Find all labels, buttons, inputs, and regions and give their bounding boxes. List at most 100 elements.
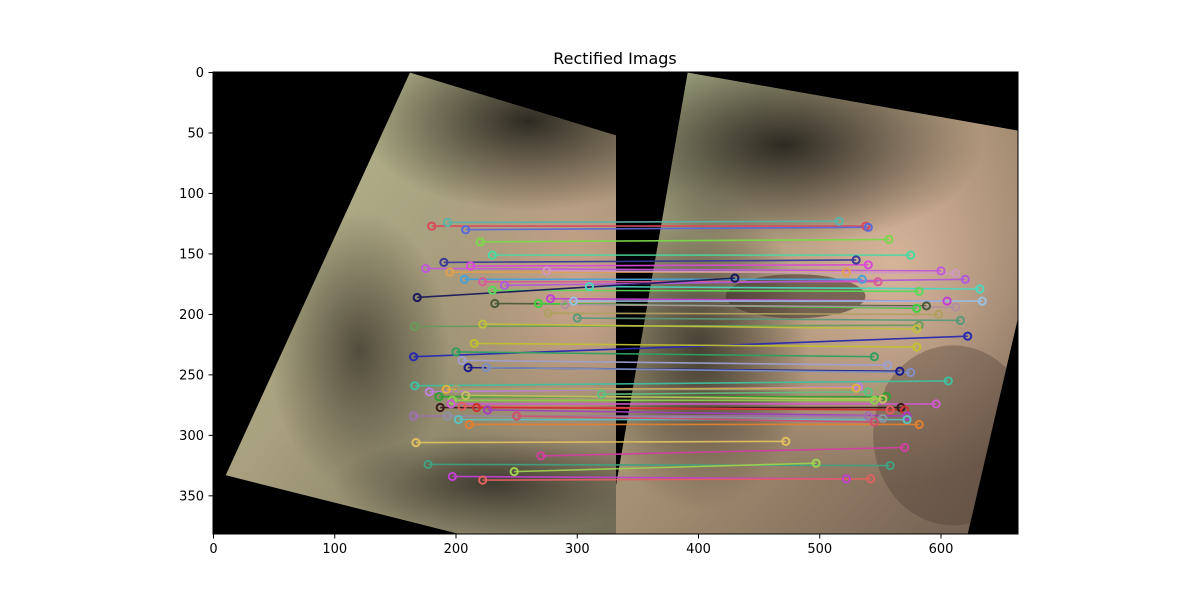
x-tick-label-100: 100 [322, 542, 347, 557]
match-point-left-35 [434, 392, 444, 402]
match-point-right-8 [841, 267, 852, 277]
match-point-right-29 [906, 367, 916, 378]
match-point-left-2 [461, 225, 471, 235]
match-point-left-50 [536, 451, 546, 461]
match-point-left-5 [439, 257, 449, 267]
match-point-right-34 [875, 384, 885, 394]
match-point-right-5 [851, 255, 861, 265]
match-line-5 [443, 259, 857, 264]
match-point-left-22 [572, 313, 582, 323]
image-axes [213, 72, 1018, 534]
match-point-left-3 [475, 237, 485, 247]
match-point-left-44 [408, 411, 419, 421]
match-point-left-36 [461, 390, 471, 401]
match-line-43 [487, 409, 908, 417]
match-lines [413, 220, 983, 481]
match-point-right-2 [863, 222, 873, 232]
match-point-left-31 [410, 381, 420, 391]
match-point-right-16 [942, 296, 952, 306]
match-point-left-40 [435, 402, 445, 413]
match-point-left-11 [478, 277, 488, 287]
match-point-left-41 [457, 401, 467, 411]
match-point-left-7 [421, 263, 431, 274]
match-point-right-39 [931, 399, 941, 409]
match-point-left-6 [465, 261, 476, 271]
match-point-left-51 [423, 459, 433, 469]
match-point-left-42 [472, 402, 482, 413]
match-line-27 [462, 359, 888, 366]
match-point-left-49 [411, 438, 421, 448]
match-point-left-14 [487, 285, 497, 295]
match-point-left-30 [451, 347, 461, 357]
match-line-9 [546, 270, 956, 275]
match-point-right-9 [950, 268, 961, 278]
match-point-right-17 [977, 296, 987, 306]
x-axis: 0 100 200 300 400 500 600 [209, 534, 953, 557]
match-point-right-47 [869, 417, 879, 427]
match-point-left-54 [478, 475, 488, 485]
match-point-right-28 [895, 366, 905, 376]
match-point-right-37 [869, 395, 879, 405]
match-point-right-3 [884, 234, 894, 245]
match-line-36 [465, 394, 883, 400]
match-point-left-21 [543, 308, 553, 318]
match-point-left-16 [545, 294, 556, 304]
match-point-right-4 [906, 250, 916, 260]
match-point-right-33 [851, 383, 861, 393]
match-point-right-24 [912, 324, 922, 334]
match-point-left-48 [464, 419, 474, 430]
match-point-left-1 [427, 221, 437, 231]
match-point-right-26 [912, 342, 922, 352]
chart-title: Rectified Imags [553, 49, 677, 68]
match-point-right-13 [975, 284, 985, 294]
match-point-left-43 [482, 405, 493, 415]
match-point-right-48 [914, 419, 924, 430]
match-point-left-32 [424, 387, 434, 397]
match-line-2 [465, 226, 869, 231]
match-line-3 [480, 238, 889, 243]
match-point-right-12 [960, 274, 970, 284]
match-point-left-24 [478, 319, 488, 329]
y-axis: 0 50 100 150 200 250 300 350 [179, 66, 213, 504]
x-tick-label-500: 500 [807, 542, 832, 557]
match-point-right-30 [869, 352, 879, 362]
left-hair-bottom [332, 433, 616, 534]
match-point-right-21 [933, 309, 944, 319]
match-line-38 [601, 391, 869, 396]
match-line-29 [486, 366, 911, 374]
match-point-right-45 [878, 413, 888, 424]
match-line-24 [482, 323, 917, 330]
y-tick-label-50: 50 [187, 126, 204, 141]
match-point-right-7 [936, 266, 946, 276]
match-point-left-20 [560, 300, 570, 310]
match-point-left-18 [490, 298, 500, 309]
y-tick-label-300: 300 [179, 429, 204, 444]
match-point-right-50 [900, 442, 910, 453]
match-line-13 [589, 285, 980, 290]
match-point-right-27 [883, 360, 893, 370]
match-point-left-33 [441, 384, 451, 394]
match-point-right-41 [885, 405, 895, 415]
match-point-right-15 [730, 273, 740, 283]
y-tick-label-250: 250 [179, 368, 204, 383]
match-point-left-26 [469, 338, 479, 349]
match-point-right-14 [914, 286, 924, 297]
match-line-47 [516, 415, 875, 423]
match-point-left-23 [410, 321, 420, 332]
y-tick-label-350: 350 [179, 489, 204, 504]
match-point-left-28 [463, 363, 473, 373]
match-point-left-10 [459, 274, 470, 284]
match-line-0 [447, 220, 840, 224]
match-point-right-31 [943, 376, 953, 386]
match-line-25 [413, 335, 968, 358]
y-tick-label-100: 100 [179, 187, 204, 202]
match-line-26 [474, 342, 917, 348]
match-point-left-25 [408, 352, 419, 362]
match-line-50 [540, 446, 905, 457]
match-point-left-47 [512, 411, 522, 421]
x-tick-label-400: 400 [686, 542, 711, 557]
y-tick-label-0: 0 [196, 66, 204, 81]
match-line-21 [548, 312, 939, 316]
match-point-right-36 [878, 394, 888, 404]
